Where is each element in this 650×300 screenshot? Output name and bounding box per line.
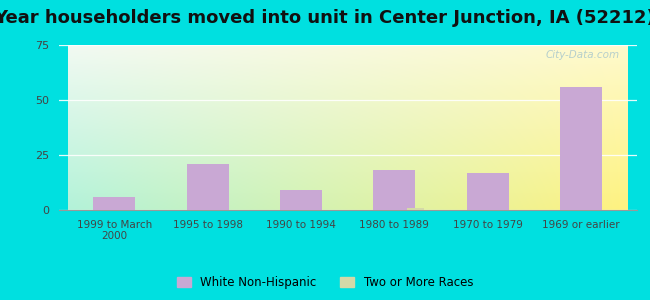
Bar <box>373 170 415 210</box>
Bar <box>280 190 322 210</box>
Bar <box>467 172 509 210</box>
Bar <box>560 87 602 210</box>
Bar <box>407 208 424 210</box>
Bar <box>187 164 229 210</box>
Bar <box>94 197 135 210</box>
Text: Year householders moved into unit in Center Junction, IA (52212): Year householders moved into unit in Cen… <box>0 9 650 27</box>
Text: City-Data.com: City-Data.com <box>545 50 619 60</box>
Legend: White Non-Hispanic, Two or More Races: White Non-Hispanic, Two or More Races <box>172 272 478 294</box>
